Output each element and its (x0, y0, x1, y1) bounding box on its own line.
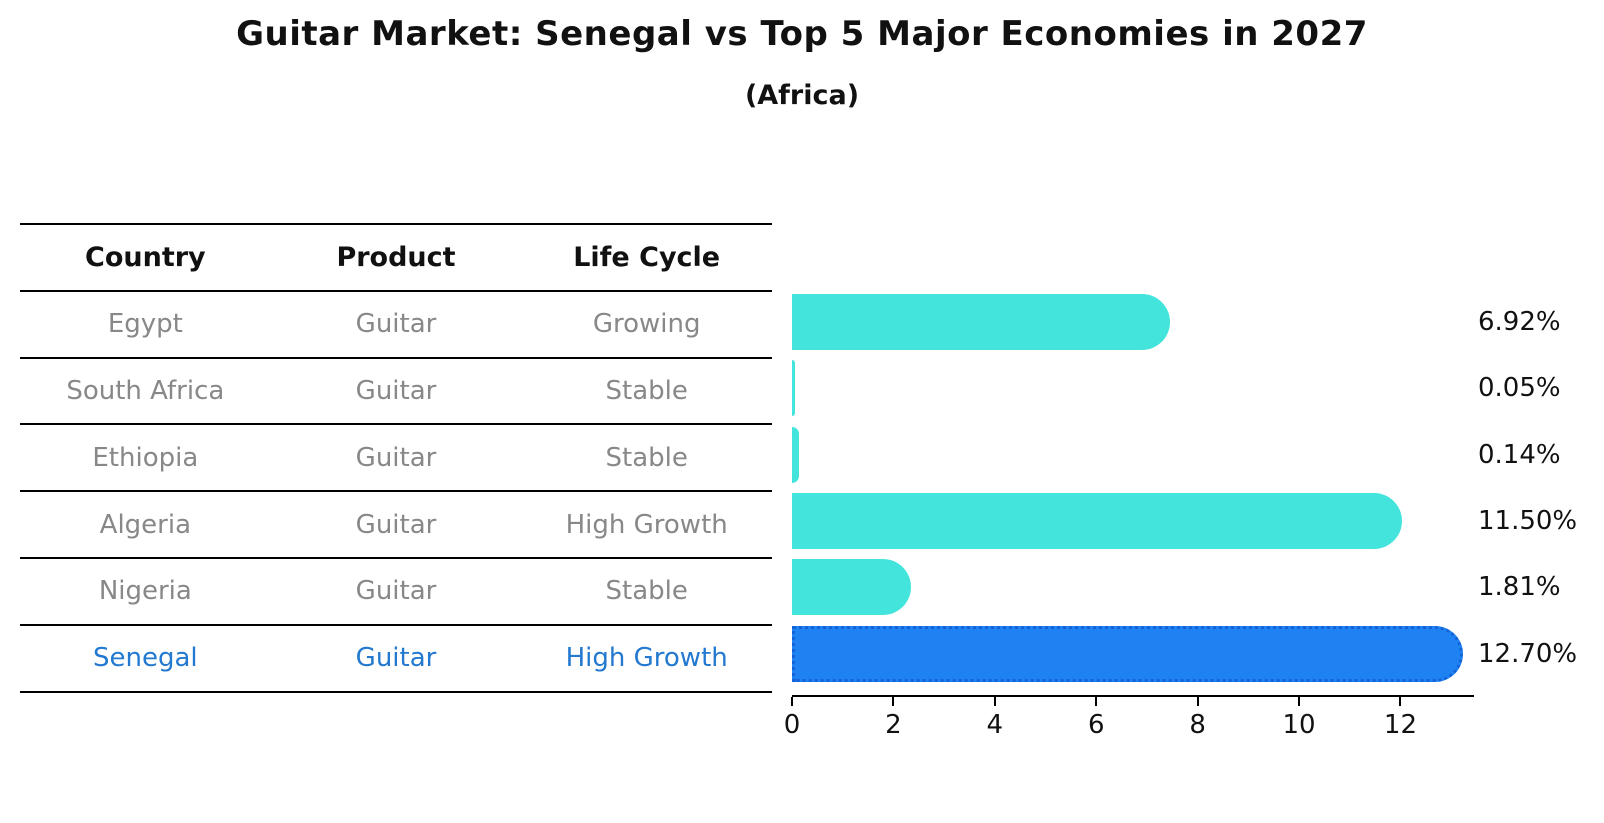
cell-country: South Africa (66, 375, 225, 406)
cell-product: Guitar (355, 509, 437, 540)
x-axis-tick (1196, 697, 1199, 706)
table-row-nigeria: Nigeria Guitar Stable (20, 559, 772, 626)
bar-senegal (792, 625, 1463, 682)
bar-row (792, 355, 1474, 421)
cell-life-cycle: Growing (592, 309, 701, 340)
bar-algeria (792, 493, 1403, 550)
bar-value-south-africa: 0.05% (1478, 373, 1561, 404)
chart-subtitle: (Africa) (744, 80, 860, 111)
x-axis-tick (892, 697, 895, 706)
bar-row (792, 554, 1474, 620)
x-axis-tick-label: 8 (1189, 710, 1206, 740)
value-label-row: 11.50% (1478, 488, 1604, 554)
bar-row (792, 488, 1474, 554)
bar-row (792, 422, 1474, 488)
cell-product: Guitar (355, 375, 437, 406)
cell-life-cycle: High Growth (565, 643, 728, 674)
cell-product: Guitar (355, 442, 437, 473)
table-row-algeria: Algeria Guitar High Growth (20, 492, 772, 559)
column-header-product: Product (336, 241, 456, 273)
column-header-life-cycle: Life Cycle (573, 241, 721, 273)
x-axis-tick (791, 697, 793, 706)
cell-life-cycle: High Growth (565, 509, 728, 540)
x-axis-tick (1298, 697, 1301, 706)
cell-country: Algeria (99, 509, 192, 540)
x-axis-ticks: 0 2 4 6 8 10 12 (784, 697, 1474, 747)
cell-life-cycle: Stable (605, 442, 688, 473)
x-axis-tick-label: 4 (986, 710, 1004, 740)
cell-product: Guitar (355, 309, 437, 340)
cell-country: Ethiopia (92, 442, 199, 473)
bar-value-algeria: 11.50% (1478, 506, 1578, 537)
cell-product: Guitar (355, 576, 437, 607)
table-row-senegal: Senegal Guitar High Growth (20, 626, 772, 693)
table-row-ethiopia: Ethiopia Guitar Stable (20, 425, 772, 493)
x-axis-tick-label: 6 (1087, 710, 1105, 740)
cell-country: Senegal (93, 643, 198, 674)
value-label-row: 0.14% (1478, 422, 1604, 488)
x-axis-tick-label: 10 (1282, 710, 1316, 740)
bar-south-africa (792, 360, 795, 417)
x-axis-tick (1095, 697, 1098, 706)
bar-row (792, 289, 1474, 355)
cell-product: Guitar (355, 643, 437, 674)
bar-value-ethiopia: 0.14% (1478, 439, 1561, 470)
x-axis-tick-label: 2 (885, 710, 902, 740)
value-label-row: 0.05% (1478, 355, 1604, 421)
x-axis-tick-label: 0 (783, 710, 801, 740)
x-axis-tick (993, 697, 996, 706)
bar-egypt (792, 294, 1170, 351)
chart-title: Guitar Market: Senegal vs Top 5 Major Ec… (236, 14, 1368, 54)
cell-country: Egypt (107, 309, 183, 340)
country-table: Country Product Life Cycle Egypt Guitar … (20, 223, 772, 693)
bar-ethiopia (792, 426, 800, 483)
table-row-egypt: Egypt Guitar Growing (20, 292, 772, 359)
cell-country: Nigeria (98, 576, 192, 607)
column-header-country: Country (85, 241, 206, 273)
table-row-south-africa: South Africa Guitar Stable (20, 359, 772, 426)
bar-value-senegal: 12.70% (1478, 638, 1578, 669)
table-header-row: Country Product Life Cycle (20, 225, 772, 292)
cell-life-cycle: Stable (605, 375, 688, 406)
bar-plot-area (792, 289, 1474, 687)
bar-row (792, 621, 1474, 687)
value-label-row: 12.70% (1478, 621, 1604, 687)
bar-value-nigeria: 1.81% (1478, 572, 1561, 603)
bar-value-labels: 6.92% 0.05% 0.14% 11.50% 1.81% 12.70% (1478, 289, 1604, 687)
x-axis-line (792, 695, 1474, 697)
value-label-row: 6.92% (1478, 289, 1604, 355)
bar-value-egypt: 6.92% (1478, 307, 1561, 338)
x-axis-tick-label: 12 (1383, 710, 1418, 740)
cell-life-cycle: Stable (605, 576, 688, 607)
x-axis-tick (1399, 697, 1402, 706)
bar-nigeria (792, 559, 911, 616)
value-label-row: 1.81% (1478, 554, 1604, 620)
